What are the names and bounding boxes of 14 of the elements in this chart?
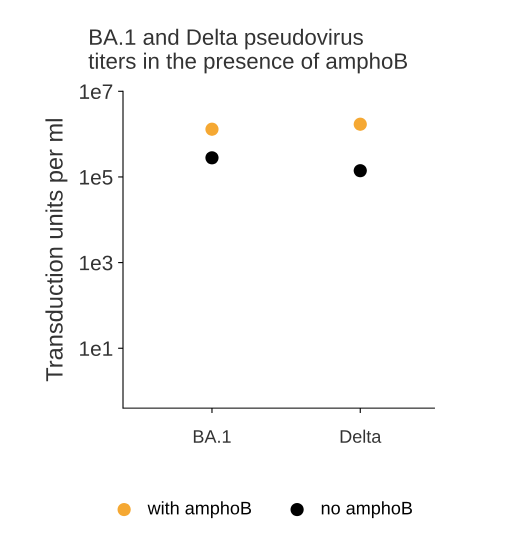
chart-title: BA.1 and Delta pseudovirus titers in the presence of amphoB — [88, 28, 407, 74]
legend-label: no amphoB — [322, 501, 412, 518]
x-tick-label: Delta — [340, 430, 382, 443]
point — [354, 164, 367, 178]
x-tick-label: BA.1 — [194, 430, 231, 443]
y-tick-label: 1e5 — [80, 170, 112, 185]
point — [205, 122, 219, 136]
point — [354, 118, 367, 131]
point — [205, 151, 219, 164]
y-tick-label: 1e7 — [80, 84, 112, 100]
y-tick-label: 1e3 — [80, 256, 112, 270]
legend-label: with amphoB — [148, 501, 252, 518]
y-axis-title: Transduction units per ml — [45, 119, 68, 382]
y-tick-label: 1e1 — [80, 341, 112, 356]
